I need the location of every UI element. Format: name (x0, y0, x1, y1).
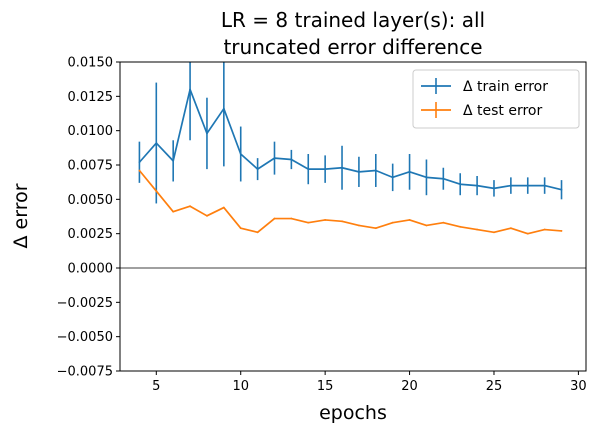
series-1-line (138, 169, 562, 235)
series-0-point (256, 168, 259, 171)
series-layer (138, 62, 563, 235)
series-1-point (206, 214, 208, 217)
series-1-point (391, 221, 394, 224)
series-0-point (138, 161, 141, 164)
series-1-point (189, 205, 191, 208)
chart-title-line-2: truncated error difference (223, 35, 482, 59)
x-tick-label: 20 (401, 379, 418, 394)
legend-frame (412, 69, 580, 129)
series-0-point (476, 184, 478, 187)
series-1-point (256, 231, 259, 234)
series-1-point (358, 224, 360, 227)
y-tick-label: 0.0075 (68, 159, 114, 174)
series-1-point (493, 231, 495, 234)
series-1-point (138, 169, 141, 172)
series-0-point (206, 132, 208, 135)
series-0-point (358, 170, 360, 173)
series-1-point (239, 227, 242, 230)
y-tick-label: 0.0100 (68, 124, 114, 139)
series-0-point (307, 168, 310, 171)
series-1-point (290, 217, 293, 220)
y-tick-label: 0.0025 (68, 227, 114, 242)
series-1-point (425, 224, 428, 227)
series-0-point (324, 168, 327, 171)
series-0-point (341, 166, 343, 169)
series-0-point (543, 184, 546, 187)
series-1-point (560, 230, 563, 232)
y-tick-label: 0.0125 (68, 90, 114, 105)
series-1-point (459, 225, 462, 228)
y-tick-label: 0.0000 (68, 262, 114, 277)
series-1-point (374, 227, 377, 230)
series-1-point (324, 219, 327, 221)
plot-area-frame (119, 61, 587, 372)
series-1-point (273, 217, 276, 220)
series-1-point (509, 227, 512, 230)
series-1-point (307, 221, 310, 224)
y-tick-label: 0.0150 (68, 56, 114, 71)
chart-title-line-1: LR = 8 trained layer(s): all (221, 8, 485, 32)
series-0-point (442, 177, 445, 180)
x-tick-label: 15 (317, 379, 334, 394)
x-axis-label: epochs (319, 402, 387, 424)
y-tick-label: 0.0050 (68, 193, 114, 208)
legend-label: Δ test error (463, 103, 543, 119)
x-tick-label: 30 (570, 379, 587, 394)
series-0-point (459, 183, 462, 186)
series-1-point (442, 221, 445, 224)
series-0-point (526, 184, 529, 187)
series-1-point (526, 232, 529, 235)
x-tick-label: 5 (152, 379, 160, 394)
series-1-point (172, 210, 175, 213)
series-0-point (374, 169, 377, 172)
series-0-point (239, 153, 242, 155)
y-axis-ticks: −0.0075 −0.0050 −0.0025 0.0000 0.0025 0.0050 0… (57, 56, 120, 380)
series-0-point (290, 158, 293, 161)
series-0-point (222, 107, 225, 110)
legend: Δ train error Δ test error (412, 69, 580, 129)
series-0-point (391, 176, 394, 179)
series-0-point (273, 157, 276, 160)
y-tick-label: −0.0025 (57, 296, 113, 311)
series-1-point (476, 228, 478, 231)
series-0-point (493, 187, 495, 190)
series-0-point (509, 184, 512, 187)
series-0-point (560, 188, 563, 191)
series-0-line (138, 88, 562, 191)
series-1-point (222, 206, 225, 209)
x-tick-label: 25 (486, 379, 503, 394)
series-0-point (408, 170, 411, 173)
legend-label: Δ train error (463, 79, 548, 95)
series-1-point (341, 220, 343, 223)
series-0-point (425, 176, 428, 179)
x-tick-label: 10 (232, 379, 249, 394)
y-tick-label: −0.0050 (57, 330, 113, 345)
x-axis-ticks: 5 10 15 20 25 30 (152, 371, 587, 394)
series-1-point (543, 228, 546, 231)
series-0-point (172, 159, 175, 162)
y-tick-label: −0.0075 (57, 365, 113, 380)
y-axis-label: Δ error (10, 183, 32, 248)
series-1-point (155, 190, 158, 192)
series-1-point (408, 219, 411, 221)
series-0-point (155, 142, 158, 144)
series-0-point (189, 88, 191, 91)
